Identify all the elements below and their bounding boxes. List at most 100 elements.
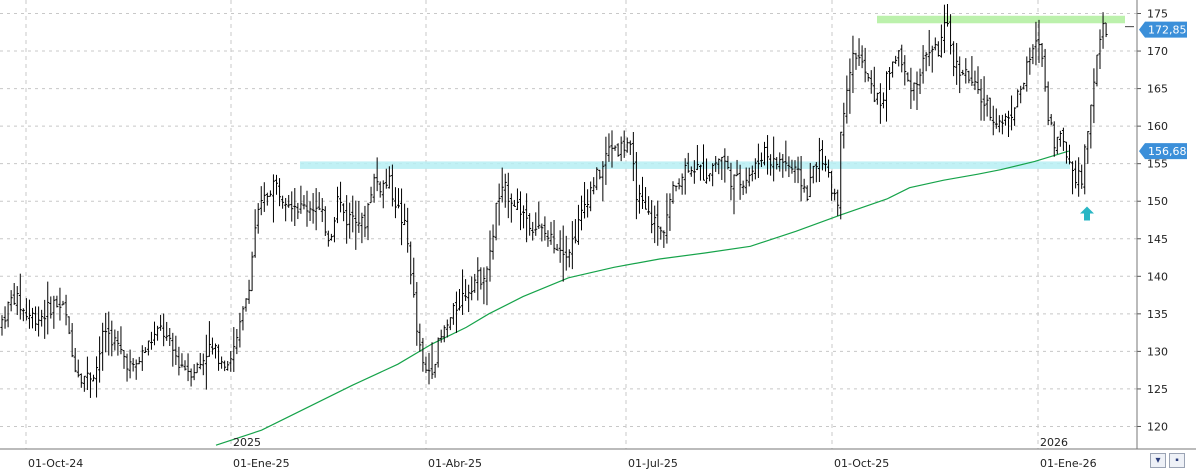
moving-average-line (215, 150, 1069, 446)
top-zone (877, 15, 1125, 24)
ohlc-bar (1022, 82, 1026, 90)
ohlc-bar (415, 282, 419, 346)
ohlc-bar (244, 298, 248, 312)
ma-price-badge-shape (1139, 143, 1187, 160)
price-tick-label: 125 (1147, 383, 1168, 396)
ohlc-bar (1064, 141, 1068, 164)
ohlc-bar (1052, 121, 1056, 157)
ohlc-bar (888, 67, 892, 90)
ohlc-bar (64, 294, 68, 326)
ohlc-bar (851, 35, 855, 94)
ohlc-bar (976, 66, 980, 94)
ohlc-bar (732, 174, 736, 215)
ohlc-bar (1040, 43, 1044, 67)
ohlc-bar (805, 185, 809, 201)
ohlc-bar (921, 45, 925, 84)
ohlc-bar (1025, 56, 1029, 92)
ohlc-bar (897, 50, 901, 67)
ohlc-bar (540, 223, 544, 242)
ohlc-bar (967, 70, 971, 84)
ohlc-bar (271, 174, 275, 223)
date-label: 01-Abr-25 (428, 457, 482, 470)
ohlc-bar (58, 287, 62, 321)
ohlc-bar (9, 290, 13, 312)
ohlc-bar (586, 189, 590, 218)
price-tick-label: 160 (1147, 120, 1168, 133)
ohlc-bar (979, 78, 983, 121)
ohlc-bar (296, 202, 300, 220)
ohlc-bar (241, 306, 245, 331)
ohlc-bar (302, 195, 306, 210)
ohlc-bar (143, 347, 147, 354)
ohlc-bar (534, 212, 538, 236)
ohlc-bar (275, 174, 278, 195)
ohlc-bar (610, 130, 614, 168)
ohlc-bar (207, 321, 211, 357)
ohlc-bar (27, 299, 31, 329)
ohlc-bar (708, 173, 712, 182)
ohlc-bar (1010, 95, 1014, 131)
ohlc-bar (73, 347, 77, 373)
ohlc-bar (418, 323, 422, 352)
ohlc-bar (692, 160, 696, 184)
ohlc-bar (827, 159, 831, 178)
ohlc-bar (336, 186, 339, 224)
ohlc-bar (467, 284, 471, 313)
ma-price-badge: 156,68 (1139, 143, 1187, 160)
ohlc-bar (454, 291, 458, 333)
ohlc-bar (232, 327, 236, 372)
ohlc-bar (110, 320, 114, 357)
price-tick-label: 175 (1147, 8, 1168, 21)
ohlc-bar (351, 195, 355, 233)
ohlc-bar (461, 269, 465, 315)
ohlc-bar (753, 158, 757, 180)
ohlc-bar (833, 188, 837, 201)
date-label: 01-Ene-26 (1040, 457, 1097, 470)
ohlc-bar (503, 173, 507, 208)
ohlc-bar (625, 137, 629, 153)
ohlc-bar (650, 200, 654, 234)
ohlc-bar (756, 143, 760, 179)
ohlc-bar (284, 197, 288, 222)
ohlc-bar (168, 327, 172, 347)
ohlc-bar (1089, 104, 1093, 149)
ohlc-bar (12, 283, 16, 305)
ohlc-bar (1086, 131, 1090, 164)
ohlc-bar (525, 193, 529, 243)
save-icon[interactable]: ▪ (1169, 453, 1185, 468)
ohlc-bar (433, 363, 437, 378)
ohlc-bar (1061, 127, 1065, 151)
ohlc-bar (375, 157, 379, 192)
ohlc-bar (991, 105, 995, 136)
ohlc-bar (790, 159, 794, 174)
chevron-down-icon[interactable]: ▾ (1150, 453, 1166, 468)
ohlc-bar (942, 4, 946, 54)
ohlc-bar (0, 315, 4, 336)
ohlc-bar (95, 356, 99, 398)
ohlc-bar (1071, 161, 1075, 195)
ohlc-bar (872, 66, 876, 103)
ohlc-bar (137, 356, 141, 365)
ohlc-bar (265, 192, 269, 206)
ohlc-bar (1034, 21, 1038, 66)
ohlc-bar (238, 312, 242, 348)
ohlc-bar (885, 71, 888, 122)
ohlc-bar (546, 230, 550, 247)
ohlc-bar (113, 329, 117, 351)
date-label: 01-Oct-24 (28, 457, 83, 470)
ohlc-bar (1000, 114, 1004, 135)
ohlc-bar (842, 102, 846, 149)
ohlc-bar (476, 257, 480, 301)
ohlc-bar (857, 38, 861, 66)
ohlc-bar (268, 190, 272, 197)
price-tick-label: 170 (1147, 45, 1168, 58)
ohlc-bar (592, 177, 596, 195)
ohlc-bar (726, 155, 730, 170)
ohlc-bar (705, 158, 709, 184)
ohlc-bar (695, 144, 699, 171)
ohlc-bar (973, 70, 977, 91)
ohlc-bar (201, 353, 205, 376)
ohlc-bar (412, 257, 416, 298)
ohlc-bar (488, 230, 492, 282)
